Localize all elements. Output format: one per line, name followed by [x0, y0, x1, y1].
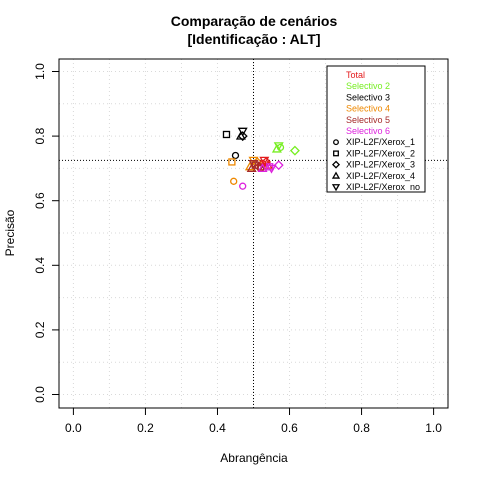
- legend-system-label: XIP-L2F/Xerox_4: [346, 171, 415, 181]
- chart-title-line1: Comparação de cenários: [171, 13, 338, 29]
- x-axis: 0.0 0.2 0.4 0.6 0.8 1.0: [65, 407, 442, 435]
- data-point: [273, 142, 284, 152]
- legend-scenario-label: Selectivo 2: [346, 81, 390, 91]
- x-axis-label: Abrangência: [220, 451, 288, 465]
- legend-scenario-label: Total: [346, 70, 365, 80]
- legend-system-label: XIP-L2F/Xerox_no: [346, 182, 420, 192]
- legend-scenario-label: Selectivo 6: [346, 126, 390, 136]
- legend-marker-icon: [331, 184, 341, 192]
- legend-scenario-label: Selectivo 5: [346, 115, 390, 125]
- data-point: [266, 164, 277, 174]
- x-tick-label: 0.2: [137, 421, 154, 435]
- data-point: [228, 158, 236, 166]
- legend-marker-icon: [331, 160, 341, 169]
- data-point: [239, 182, 247, 190]
- y-tick-label: 0.2: [33, 321, 47, 338]
- data-point: [230, 177, 238, 185]
- data-point: [259, 156, 270, 166]
- chart-title-line2: [Identificação : ALT]: [188, 31, 321, 47]
- data-point: [289, 145, 300, 156]
- x-tick-label: 0.4: [209, 421, 226, 435]
- y-axis-label: Precisão: [3, 209, 17, 256]
- y-tick-label: 0.0: [33, 386, 47, 403]
- data-point: [257, 163, 268, 172]
- legend-scenario-label: Selectivo 3: [346, 92, 390, 102]
- x-tick-label: 1.0: [425, 421, 442, 435]
- legend-scenario-label: Selectivo 4: [346, 104, 390, 114]
- x-tick-label: 0.8: [353, 421, 370, 435]
- x-tick-label: 0.6: [281, 421, 298, 435]
- y-tick-label: 0.8: [33, 127, 47, 144]
- legend-marker-icon: [333, 150, 339, 157]
- y-axis: 0.0 0.2 0.4 0.6 0.8 1.0: [33, 63, 60, 403]
- legend-system-label: XIP-L2F/Xerox_1: [346, 137, 415, 147]
- legend-marker-icon: [331, 171, 341, 179]
- data-point: [231, 151, 240, 160]
- legend-box: [326, 65, 426, 193]
- data-point: [262, 159, 273, 169]
- data-point: [273, 160, 284, 171]
- legend-marker-icon: [333, 139, 339, 146]
- data-point: [248, 159, 259, 169]
- data-point: [222, 130, 231, 139]
- y-tick-label: 0.4: [33, 257, 47, 274]
- data-points: [222, 127, 300, 190]
- y-tick-label: 0.6: [33, 192, 47, 209]
- y-tick-label: 1.0: [33, 63, 47, 80]
- data-point: [237, 127, 248, 137]
- x-tick-label: 0.0: [65, 421, 82, 435]
- legend-system-label: XIP-L2F/Xerox_3: [346, 160, 415, 170]
- legend-system-label: XIP-L2F/Xerox_2: [346, 148, 415, 158]
